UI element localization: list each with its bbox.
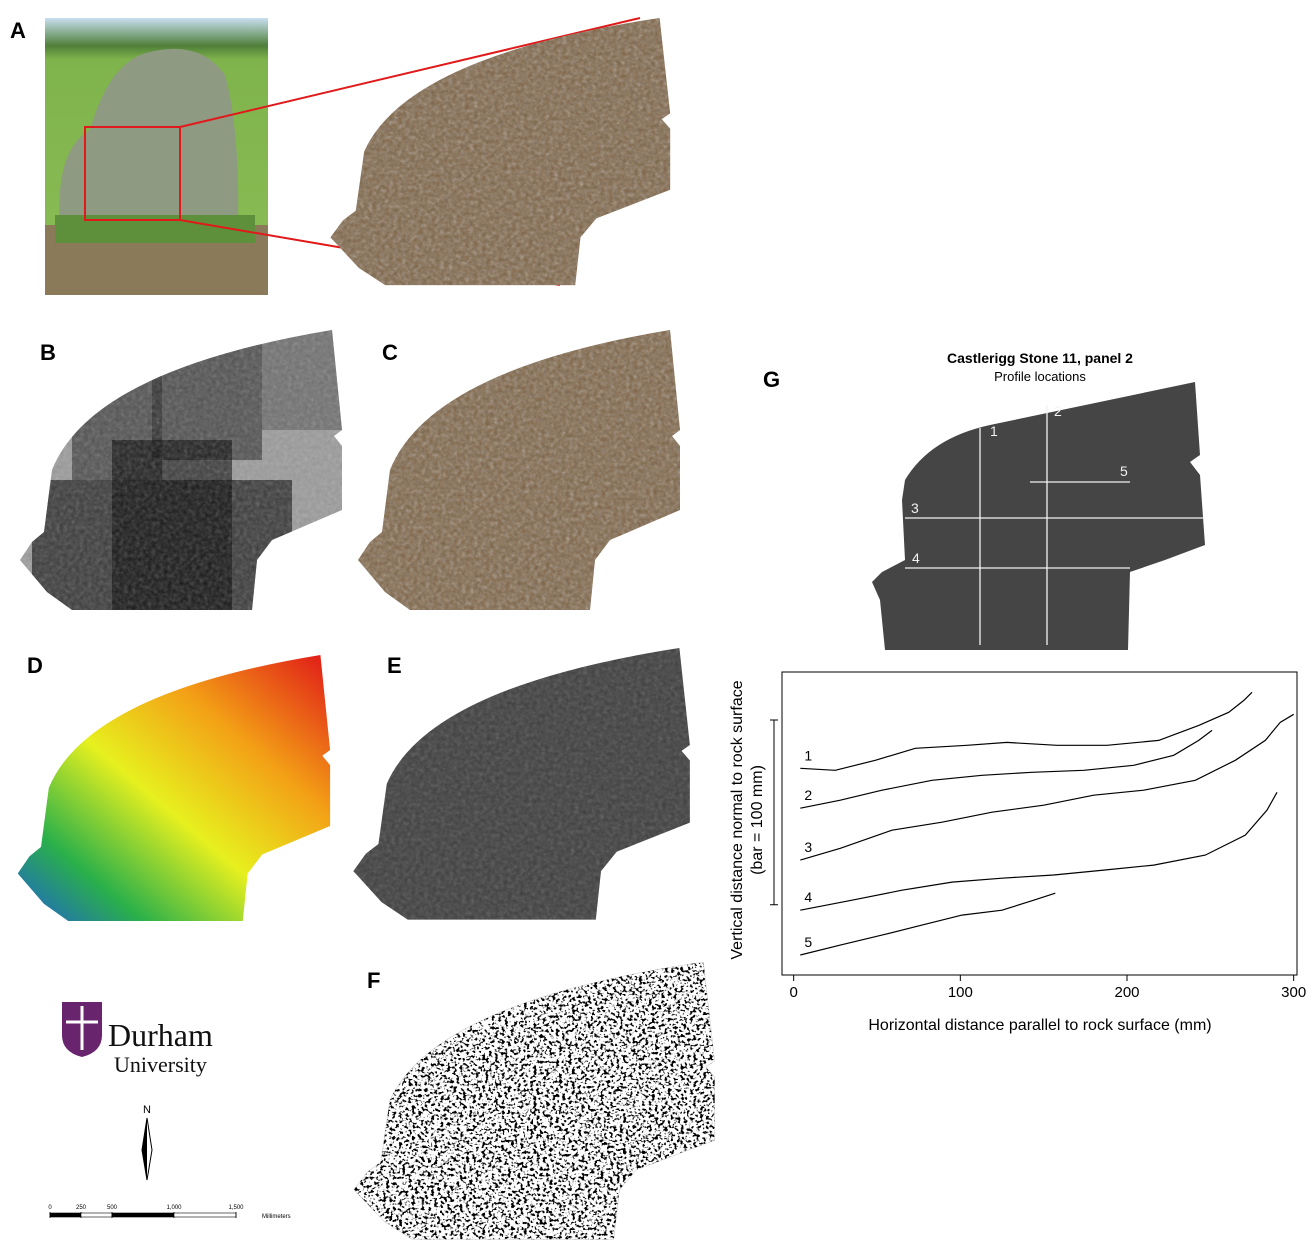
profile-label: 1	[990, 423, 998, 439]
y-axis-label: Vertical distance normal to rock surface	[729, 680, 746, 959]
panel-label: C	[382, 340, 398, 365]
map-title: Castlerigg Stone 11, panel 2	[947, 350, 1133, 366]
feature-map	[354, 962, 715, 1239]
photo	[45, 18, 268, 295]
scale-tick-label: 1,500	[228, 1205, 244, 1211]
profile-label: 2	[1054, 403, 1062, 419]
scale-segment	[81, 1213, 112, 1217]
page: A B C D E F	[0, 0, 1316, 1243]
surface-render	[330, 18, 670, 285]
x-axis-label: Horizontal distance parallel to rock sur…	[868, 1017, 1211, 1034]
panel-label: G	[763, 367, 780, 392]
scale-unit: Millimeters	[262, 1214, 291, 1220]
series-label: 5	[804, 934, 812, 950]
scale-segment	[174, 1213, 236, 1217]
logo-subtitle: University	[114, 1052, 207, 1077]
plot-frame	[782, 672, 1297, 975]
map-scale: 0 250 500 1,000 1,500	[48, 1205, 244, 1218]
scan-mosaic	[20, 330, 342, 610]
series-label: 3	[804, 839, 812, 855]
university-logo: Durham University	[62, 1002, 213, 1077]
x-tick-label: 300	[1281, 984, 1306, 1001]
panel-label: B	[40, 340, 56, 365]
series-label: 2	[804, 787, 812, 803]
x-tick-label: 200	[1114, 984, 1139, 1001]
panel-label: A	[10, 18, 26, 43]
logo-name: Durham	[108, 1017, 213, 1053]
x-tick-label: 0	[789, 984, 797, 1001]
surface-render	[358, 330, 680, 610]
profile-label: 5	[1120, 463, 1128, 479]
scale-tick-label: 0	[48, 1205, 52, 1211]
map-subtitle: Profile locations	[994, 369, 1086, 384]
series-label: 1	[804, 747, 812, 763]
panel-label: F	[367, 968, 380, 993]
scale-tick-label: 250	[76, 1205, 87, 1211]
panel-label: E	[387, 653, 402, 678]
figure: A B C D E F	[0, 0, 1316, 1243]
scale-segment	[50, 1213, 81, 1217]
y-axis-note: (bar = 100 mm)	[749, 765, 766, 875]
series-label: 4	[804, 889, 812, 905]
map-surface	[872, 382, 1205, 650]
north-label: N	[143, 1104, 151, 1116]
scale-tick-label: 1,000	[166, 1205, 182, 1211]
profile-label: 3	[911, 500, 919, 516]
profile-label: 4	[912, 550, 920, 566]
panel-label: D	[27, 653, 43, 678]
profile-map: 1 2 3 4 5	[872, 382, 1205, 650]
hillshade-map	[353, 648, 689, 920]
y-scale-bar	[770, 720, 778, 905]
scale-segment	[112, 1213, 174, 1217]
north-arrow-half	[142, 1118, 147, 1180]
x-tick-label: 100	[948, 984, 973, 1001]
elevation-map	[18, 655, 330, 921]
scale-tick-label: 500	[107, 1205, 118, 1211]
